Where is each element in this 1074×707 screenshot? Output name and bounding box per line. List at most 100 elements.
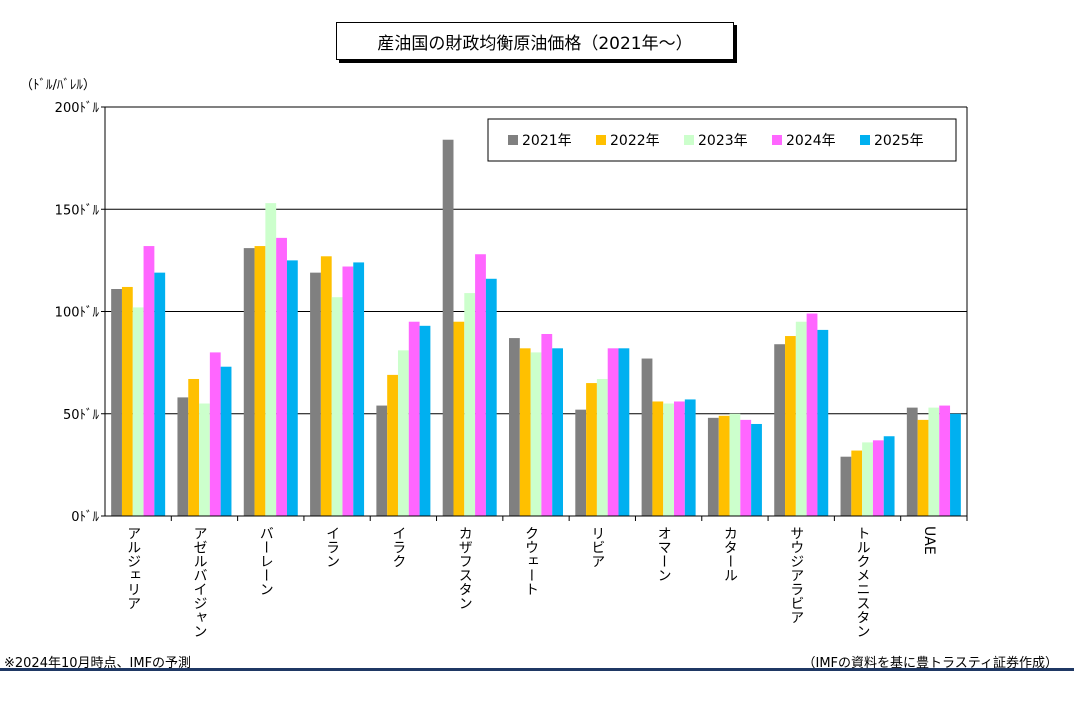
legend-box [487, 118, 957, 162]
y-tick-label: 150ﾄﾞﾙ [55, 203, 100, 218]
bar [618, 348, 630, 516]
category-label: バーレーン [258, 526, 274, 596]
bar [774, 344, 786, 516]
y-tick-label: 0ﾄﾞﾙ [71, 510, 99, 525]
bar [928, 407, 940, 516]
bar [320, 256, 332, 516]
legend-label: 2025年 [874, 133, 924, 149]
bar [265, 203, 277, 517]
bar [154, 272, 166, 516]
bar [707, 417, 719, 516]
bar [684, 399, 696, 516]
bar [199, 403, 210, 516]
legend-swatch [684, 135, 694, 145]
bar [883, 436, 895, 516]
category-label: カタール [722, 526, 738, 582]
bar [519, 348, 531, 516]
bar [607, 348, 619, 516]
bar [442, 139, 454, 516]
category-label: UAE [921, 526, 937, 555]
bar [475, 254, 486, 517]
bars [111, 139, 961, 517]
chart-title: 産油国の財政均衡原油価格（2021年～） [336, 22, 734, 60]
bar [188, 378, 200, 516]
category-label: イラン [324, 526, 340, 568]
bar [485, 278, 497, 516]
y-tick-label: 100ﾄﾞﾙ [55, 306, 100, 321]
bar [220, 366, 232, 516]
legend-swatch [860, 135, 870, 145]
legend-label: 2024年 [786, 133, 836, 149]
bar [596, 378, 608, 516]
bar [243, 248, 255, 517]
bar [785, 336, 796, 516]
bar [509, 338, 520, 516]
legend-label: 2022年 [610, 133, 660, 149]
bar [872, 440, 884, 516]
bar [541, 333, 553, 516]
bar [862, 442, 873, 516]
legend-swatch [772, 135, 782, 145]
y-tick-label: 200ﾄﾞﾙ [55, 101, 100, 116]
bar [641, 358, 653, 516]
category-label: リビア [589, 526, 605, 568]
bar [552, 348, 563, 516]
bar [718, 415, 730, 516]
bar [939, 405, 951, 516]
category-labels: アルジェリア アゼルバイジャン バーレーン イラン イラク カザフスタン クウェート リビア オ… [125, 526, 937, 638]
bar [674, 401, 685, 516]
bar [376, 405, 388, 516]
category-label: アゼルバイジャン [191, 526, 207, 638]
bar [419, 325, 431, 516]
bar [586, 383, 597, 516]
category-label: イラク [390, 526, 406, 568]
bar [177, 397, 189, 516]
bar [254, 246, 266, 516]
bar [740, 419, 752, 516]
bar [751, 423, 762, 516]
bar [111, 289, 122, 516]
bar [795, 321, 807, 516]
bar [729, 413, 741, 516]
legend-label: 2021年 [522, 133, 572, 149]
bar [464, 293, 476, 516]
bar [950, 413, 961, 516]
footnote: ※2024年10月時点、IMFの予測 [4, 656, 192, 671]
bar [121, 286, 133, 516]
bar [851, 450, 863, 516]
legend: 2021年 2022年 2023年 2024年 2025年 [487, 118, 957, 162]
category-label: オマーン [656, 526, 672, 582]
y-tick-labels: 0ﾄﾞﾙ 50ﾄﾞﾙ 100ﾄﾞﾙ 150ﾄﾞﾙ 200ﾄﾞﾙ [55, 101, 100, 525]
bar [408, 321, 420, 516]
category-label: アルジェリア [125, 526, 141, 610]
bottom-rule [0, 668, 1074, 671]
y-tick-label: 50ﾄﾞﾙ [63, 408, 100, 423]
legend-label: 2023年 [698, 133, 748, 149]
legend-swatch [508, 135, 518, 145]
bar [663, 403, 675, 516]
bar [397, 350, 409, 516]
bar [286, 260, 298, 516]
source-note: （IMFの資料を基に豊トラスティ証券作成） [802, 656, 1059, 671]
bar [817, 329, 829, 516]
legend-swatch [596, 135, 606, 145]
bar [143, 246, 155, 516]
bar [917, 419, 929, 516]
bar [530, 352, 542, 516]
bar [387, 374, 398, 516]
bar [806, 313, 818, 516]
category-label: クウェート [523, 526, 539, 596]
bar [906, 407, 918, 516]
category-label: カザフスタン [457, 526, 473, 610]
category-label: トルクメニスタン [855, 526, 871, 638]
bar [353, 262, 365, 516]
axes [101, 106, 968, 521]
bar [453, 321, 465, 516]
bar [840, 456, 852, 516]
bar [331, 297, 343, 516]
bar [652, 401, 664, 516]
bar [209, 352, 221, 516]
bar [342, 266, 354, 516]
y-axis-unit-label: （ﾄﾞﾙ/ﾊﾞﾚﾙ） [20, 78, 96, 93]
